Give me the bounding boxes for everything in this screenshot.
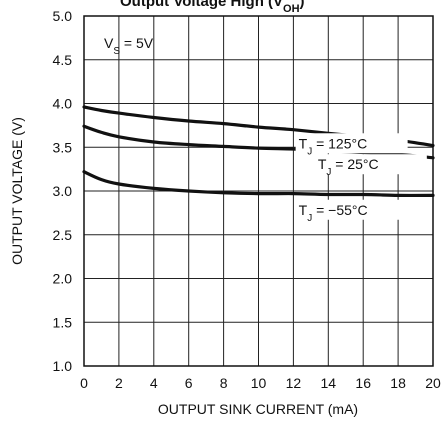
series-label-rest: = 25°C (331, 156, 378, 172)
y-tick-label: 2.0 (53, 271, 73, 287)
x-tick-label: 20 (425, 375, 441, 391)
title-main: Output Voltage High (V (120, 0, 283, 10)
series-label-sub: J (307, 212, 312, 223)
x-tick-label: 18 (390, 375, 406, 391)
series-label-sub: J (326, 167, 331, 178)
series-label-0: TJ = 125°C (299, 135, 368, 157)
condition-label: VS = 5V (104, 35, 154, 57)
x-tick-labels: 0 2 4 6 8 10 12 14 16 18 20 (80, 375, 441, 391)
grid (83, 15, 434, 367)
y-tick-label: 4.5 (53, 52, 73, 68)
y-tick-label: 1.0 (53, 358, 73, 374)
series-label-main: T (299, 135, 308, 151)
x-axis-label: OUTPUT SINK CURRENT (mA) (158, 401, 358, 417)
y-tick-label: 3.0 (53, 183, 73, 199)
series-label-rest: = 125°C (312, 135, 367, 151)
series-labels: TJ = 125°CTJ = 25°CTJ = −55°C (295, 133, 427, 224)
x-tick-label: 6 (185, 375, 193, 391)
x-tick-label: 14 (321, 375, 337, 391)
condition-main: V (104, 35, 114, 51)
condition-sub: S (113, 46, 120, 57)
plot-frame (83, 15, 434, 367)
y-tick-label: 1.5 (53, 314, 73, 330)
title-sub: OH (283, 3, 300, 15)
series-line-2 (82, 170, 435, 198)
series-label-background (295, 133, 408, 154)
x-tick-label: 8 (220, 375, 228, 391)
y-tick-label: 4.0 (53, 96, 73, 112)
y-tick-label: 5.0 (53, 8, 73, 24)
series-label-main: T (299, 202, 308, 218)
series-label-sub: J (307, 146, 312, 157)
series-label-background (295, 199, 408, 220)
x-tick-label: 16 (355, 375, 371, 391)
y-tick-labels: 1.0 1.5 2.0 2.5 3.0 3.5 4.0 4.5 5.0 (53, 8, 73, 374)
chart-title-fragment: Output Voltage High (VOH) (120, 0, 305, 15)
series-label-background (314, 154, 427, 175)
y-axis-label: OUTPUT VOLTAGE (V) (9, 117, 25, 265)
title-end: ) (300, 0, 305, 10)
series-label-rest: = −55°C (312, 202, 367, 218)
series-label-1: TJ = 25°C (318, 156, 379, 178)
series-label-2: TJ = −55°C (299, 202, 368, 224)
x-tick-label: 12 (286, 375, 302, 391)
y-tick-label: 2.5 (53, 227, 73, 243)
y-tick-label: 3.5 (53, 139, 73, 155)
condition-rest: = 5V (120, 35, 154, 51)
x-tick-label: 2 (115, 375, 123, 391)
x-tick-label: 10 (251, 375, 267, 391)
series-label-main: T (318, 156, 327, 172)
x-tick-label: 4 (150, 375, 158, 391)
x-tick-label: 0 (80, 375, 88, 391)
